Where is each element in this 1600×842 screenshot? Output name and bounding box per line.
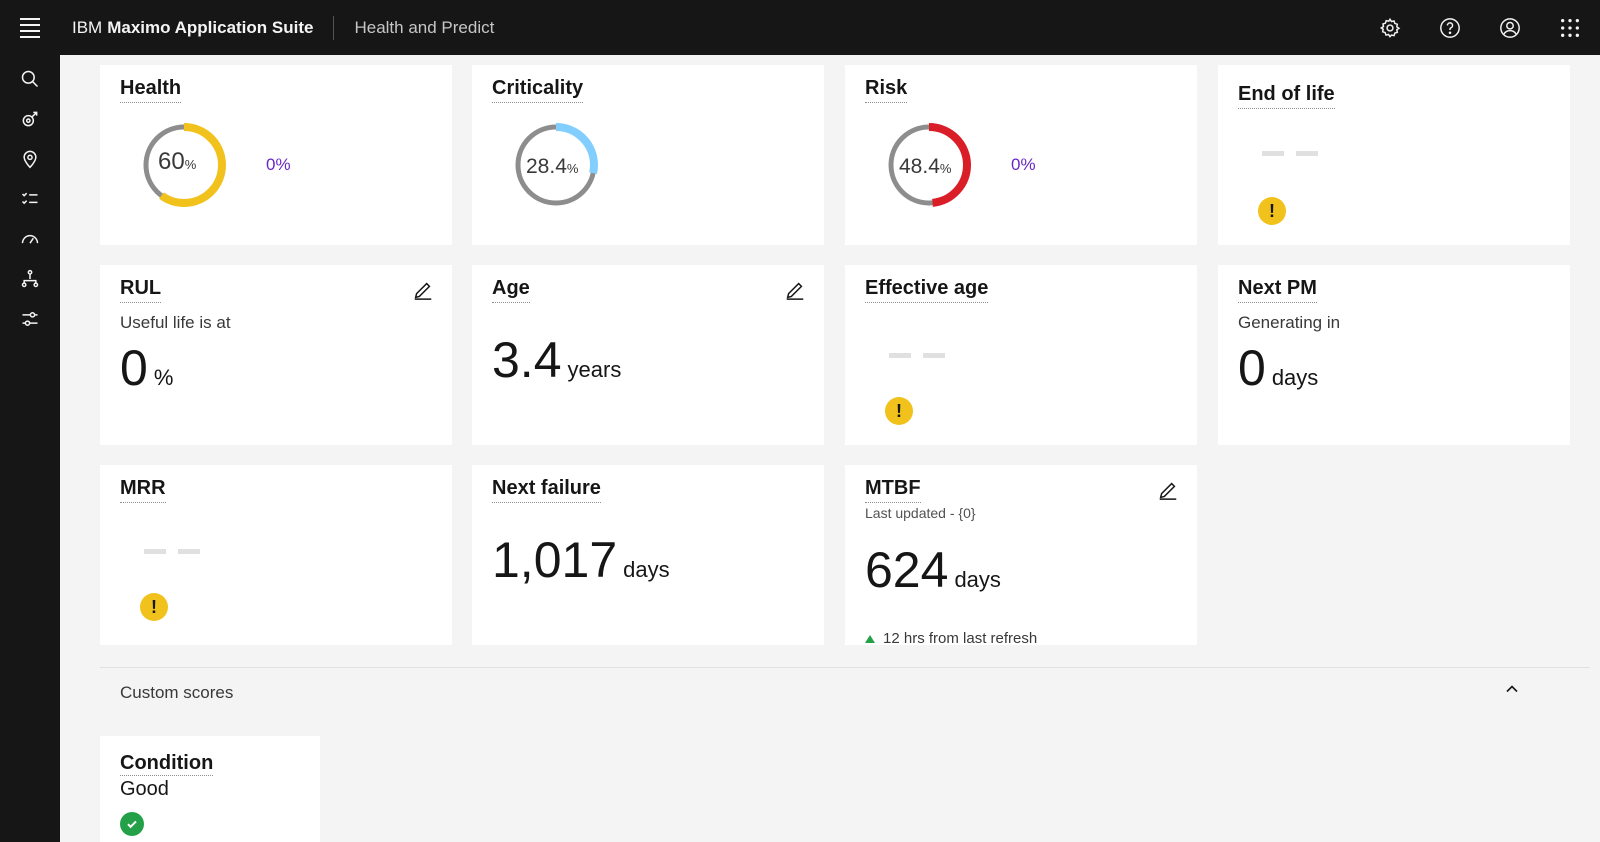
hamburger-menu-icon[interactable] — [0, 0, 60, 55]
edit-pencil-icon[interactable] — [784, 279, 806, 306]
edit-pencil-icon[interactable] — [1157, 479, 1179, 506]
left-navigation — [0, 55, 60, 842]
card-title: Effective age — [865, 277, 989, 303]
app-switcher-icon[interactable] — [1540, 0, 1600, 55]
warning-icon: ! — [1258, 197, 1286, 225]
edit-pencil-icon[interactable] — [412, 279, 434, 306]
next-pm-card[interactable]: Next PM Generating in 0 days — [1218, 265, 1570, 445]
card-title: End of life — [1238, 83, 1335, 109]
brand-prefix: IBM — [72, 17, 103, 37]
chevron-up-icon[interactable] — [1496, 669, 1528, 709]
health-card[interactable]: Health 60% 0% — [100, 65, 452, 245]
health-value: 60% — [158, 148, 197, 175]
app-name: Health and Predict — [354, 17, 495, 37]
settings-gear-icon[interactable] — [1360, 0, 1420, 55]
criticality-card[interactable]: Criticality 28.4% — [472, 65, 824, 245]
card-title: Age — [492, 277, 530, 303]
brand-title[interactable]: IBM Maximo Application Suite — [60, 15, 335, 40]
card-title: MTBF — [865, 477, 921, 503]
checklist-icon[interactable] — [0, 179, 60, 219]
custom-scores-title[interactable]: Custom scores — [120, 683, 234, 702]
end-of-life-card[interactable]: End of life ! — [1218, 65, 1570, 245]
no-data-placeholder — [1262, 151, 1318, 156]
rul-subtitle: Useful life is at — [120, 313, 231, 332]
mtbf-value: 624 days — [865, 542, 1001, 598]
next-failure-value: 1,017 days — [492, 532, 670, 588]
health-change: 0% — [266, 155, 291, 174]
sliders-icon[interactable] — [0, 299, 60, 339]
gauge-icon[interactable] — [0, 219, 60, 259]
section-divider — [100, 667, 1590, 668]
card-title: Next PM — [1238, 277, 1317, 303]
card-title: Criticality — [492, 77, 584, 103]
hierarchy-icon[interactable] — [0, 259, 60, 299]
next-pm-value: 0 days — [1238, 340, 1319, 396]
trend-up-icon — [865, 634, 875, 643]
brand-name: Maximo Application Suite — [107, 17, 314, 37]
condition-value: Good — [120, 778, 169, 800]
card-title: Risk — [865, 77, 908, 103]
last-updated: Last updated - {0} — [865, 505, 976, 521]
search-icon[interactable] — [0, 59, 60, 99]
health-donut — [142, 123, 226, 207]
warning-icon: ! — [140, 593, 168, 621]
condition-card[interactable]: Condition Good — [100, 736, 320, 842]
mtbf-trend: 12 hrs from last refresh — [865, 630, 1037, 645]
age-card[interactable]: Age 3.4 years — [472, 265, 824, 445]
card-title: Condition — [120, 752, 214, 776]
age-value: 3.4 years — [492, 332, 622, 388]
top-header: IBM Maximo Application Suite Health and … — [0, 0, 1600, 55]
help-icon[interactable] — [1420, 0, 1480, 55]
mrr-card[interactable]: MRR ! — [100, 465, 452, 645]
card-title: Health — [120, 77, 182, 103]
main-content: Health 60% 0% Criticality 28.4% Risk 48.… — [60, 55, 1600, 842]
criticality-value: 28.4% — [526, 155, 579, 178]
risk-value: 48.4% — [899, 155, 952, 178]
effective-age-card[interactable]: Effective age ! — [845, 265, 1197, 445]
card-title: MRR — [120, 477, 166, 503]
no-data-placeholder — [144, 549, 200, 554]
asset-icon[interactable] — [0, 99, 60, 139]
warning-icon: ! — [885, 397, 913, 425]
risk-change: 0% — [1011, 155, 1036, 174]
card-title: Next failure — [492, 477, 601, 503]
location-pin-icon[interactable] — [0, 139, 60, 179]
header-actions — [1360, 0, 1600, 55]
user-avatar-icon[interactable] — [1480, 0, 1540, 55]
checkmark-success-icon — [120, 812, 144, 836]
mtbf-card[interactable]: MTBF Last updated - {0} 624 days 12 hrs f… — [845, 465, 1197, 645]
risk-donut — [887, 123, 971, 207]
criticality-donut — [514, 123, 598, 207]
no-data-placeholder — [889, 353, 945, 358]
rul-card[interactable]: RUL Useful life is at 0% — [100, 265, 452, 445]
risk-card[interactable]: Risk 48.4% 0% — [845, 65, 1197, 245]
next-failure-card[interactable]: Next failure 1,017 days — [472, 465, 824, 645]
card-title: RUL — [120, 277, 162, 303]
rul-value: 0% — [120, 340, 174, 396]
next-pm-subtitle: Generating in — [1238, 313, 1341, 332]
